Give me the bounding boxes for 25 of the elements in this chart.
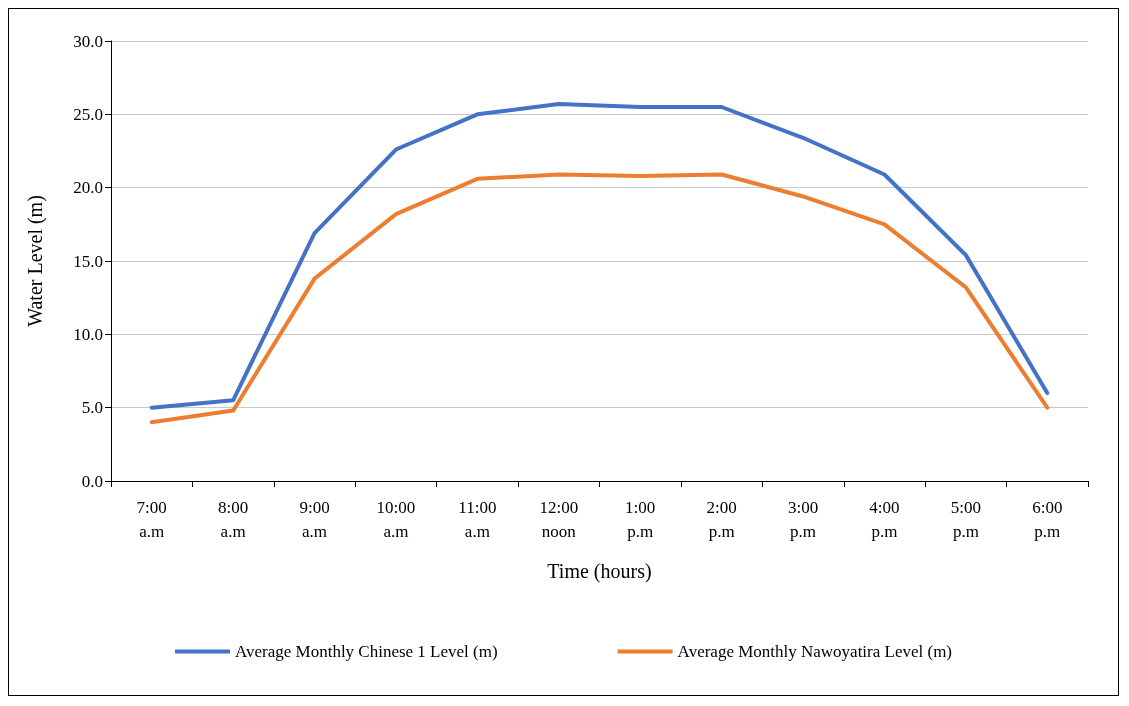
x-tick-label: 9:00 a.m	[299, 497, 330, 541]
x-tick-label: 4:00 p.m	[869, 497, 900, 541]
y-tick-label: 10.0	[73, 324, 103, 344]
x-tick-label: 7:00 a.m	[136, 497, 167, 541]
x-tick-label: 5:00 p.m	[950, 497, 981, 541]
x-tick-label: 2:00 p.m	[706, 497, 737, 541]
x-tick-label: 12:00 noon	[539, 497, 579, 541]
x-tick-label: 1:00 p.m	[625, 497, 656, 541]
y-tick-label: 5.0	[81, 398, 103, 418]
x-tick-label: 11:00 a.m	[458, 497, 497, 541]
x-tick-label: 3:00 p.m	[787, 497, 819, 541]
x-tick-label: 10:00 a.m	[376, 497, 416, 541]
legend-label: Average Monthly Nawoyatira Level (m)	[677, 642, 953, 661]
legend-label: Average Monthly Chinese 1 Level (m)	[234, 642, 498, 661]
x-axis-title: Time (hours)	[547, 560, 652, 583]
y-tick-label: 15.0	[73, 251, 103, 271]
y-tick-label: 0.0	[81, 471, 103, 491]
x-tick-label: 8:00 a.m	[218, 497, 249, 541]
y-tick-label: 20.0	[73, 178, 103, 198]
y-tick-label: 25.0	[73, 104, 103, 124]
x-tick-label: 6:00 p.m	[1032, 497, 1063, 541]
line-series	[149, 172, 1050, 425]
line-series	[149, 102, 1050, 410]
y-tick-label: 30.0	[73, 31, 103, 51]
y-axis-title: Water Level (m)	[24, 195, 47, 327]
